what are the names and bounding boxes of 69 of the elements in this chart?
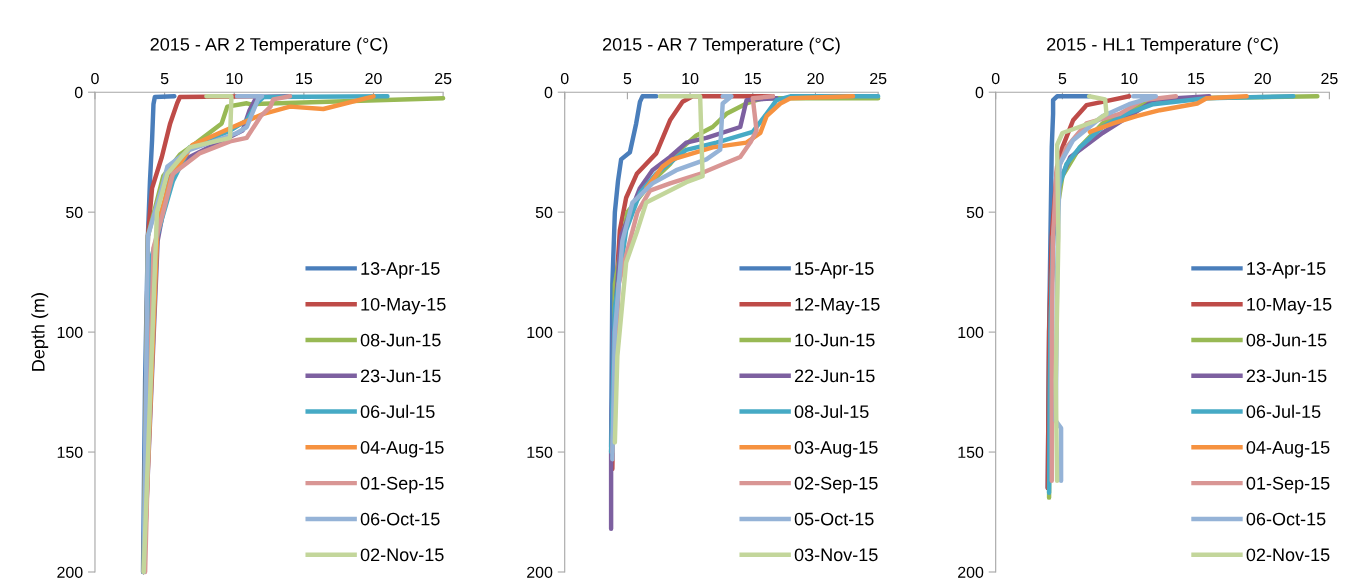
legend-label: 13-Apr-15 xyxy=(361,262,440,279)
legend-label: 10-Jun-15 xyxy=(795,333,875,347)
x-tick-label: 20 xyxy=(807,72,824,85)
y-tick-label: 200 xyxy=(958,566,984,578)
chart-title: 2015 - AR 7 Temperature (°C) xyxy=(603,37,840,55)
legend-label: 06-Oct-15 xyxy=(360,512,440,526)
chart-title: 2015 - HL1 Temperature (°C) xyxy=(1047,37,1278,55)
x-tick-label: 5 xyxy=(623,73,632,85)
legend-label: 06-Oct-15 xyxy=(1246,512,1326,526)
line-series xyxy=(1053,94,1109,484)
line-series xyxy=(612,94,705,445)
legend-label: 06-Jul-15 xyxy=(360,404,435,419)
legend-label: 12-May-15 xyxy=(795,297,880,315)
x-tick-label: 25 xyxy=(1321,72,1338,85)
legend-label: 02-Nov-15 xyxy=(360,548,444,562)
legend-label: 06-Jul-15 xyxy=(1246,404,1321,419)
y-tick-label: 150 xyxy=(527,446,553,458)
x-tick-label: 20 xyxy=(365,72,382,85)
x-tick-label: 25 xyxy=(870,72,887,85)
y-tick-label: 50 xyxy=(66,206,83,219)
y-tick-label: 100 xyxy=(527,326,553,339)
x-tick-label: 5 xyxy=(160,73,169,85)
x-tick-label: 10 xyxy=(226,72,243,85)
x-tick-label: 15 xyxy=(1188,73,1205,85)
x-tick-label: 0 xyxy=(560,72,569,85)
line-series xyxy=(1087,94,1249,135)
legend-label: 04-Aug-15 xyxy=(1246,441,1330,458)
y-tick-label: 200 xyxy=(527,566,553,578)
y-tick-label: 200 xyxy=(57,566,83,578)
line-series xyxy=(141,94,234,575)
legend-label: 15-Apr-15 xyxy=(795,262,874,279)
y-tick-label: 150 xyxy=(57,446,83,458)
y-tick-label: 0 xyxy=(544,86,553,99)
legend-label: 02-Nov-15 xyxy=(1246,548,1330,562)
y-tick-label: 0 xyxy=(975,86,984,99)
chart-title: 2015 - AR 2 Temperature (°C) xyxy=(150,37,388,55)
x-tick-label: 10 xyxy=(1121,72,1138,85)
legend-label: 05-Oct-15 xyxy=(794,512,874,526)
legend-label: 02-Sep-15 xyxy=(794,476,878,494)
legend-label: 01-Sep-15 xyxy=(1246,476,1330,494)
legend-label: 03-Aug-15 xyxy=(794,441,878,458)
legend-label: 13-Apr-15 xyxy=(1247,262,1326,279)
legend-label: 10-May-15 xyxy=(1247,297,1332,315)
legend-label: 03-Nov-15 xyxy=(794,548,878,562)
x-tick-label: 20 xyxy=(1254,72,1271,85)
x-tick-label: 0 xyxy=(91,72,99,85)
legend-label: 10-May-15 xyxy=(361,297,446,315)
y-tick-label: 100 xyxy=(958,326,984,339)
x-tick-label: 5 xyxy=(1058,73,1067,85)
y-tick-label: 0 xyxy=(74,86,83,99)
legend-label: 08-Jun-15 xyxy=(1246,333,1327,347)
legend-label: 23-Jun-15 xyxy=(360,369,441,383)
y-tick-label: 50 xyxy=(966,206,984,219)
legend-label: 01-Sep-15 xyxy=(360,476,444,494)
legend-label: 08-Jul-15 xyxy=(794,404,869,419)
legend-label: 04-Aug-15 xyxy=(360,441,444,458)
y-tick-label: 50 xyxy=(535,206,553,219)
legend-label: 23-Jun-15 xyxy=(1246,369,1327,383)
x-tick-label: 10 xyxy=(682,72,699,85)
line-series xyxy=(610,94,734,462)
legend-label: 22-Jun-15 xyxy=(794,369,875,383)
legend-label: 08-Jun-15 xyxy=(360,333,441,347)
y-axis-title: Depth (m) xyxy=(31,293,49,371)
y-tick-label: 150 xyxy=(958,446,984,458)
x-tick-label: 0 xyxy=(991,72,1000,85)
x-tick-label: 15 xyxy=(745,73,761,85)
x-tick-label: 15 xyxy=(296,73,313,85)
y-tick-label: 100 xyxy=(57,326,83,339)
x-tick-label: 25 xyxy=(435,72,452,85)
